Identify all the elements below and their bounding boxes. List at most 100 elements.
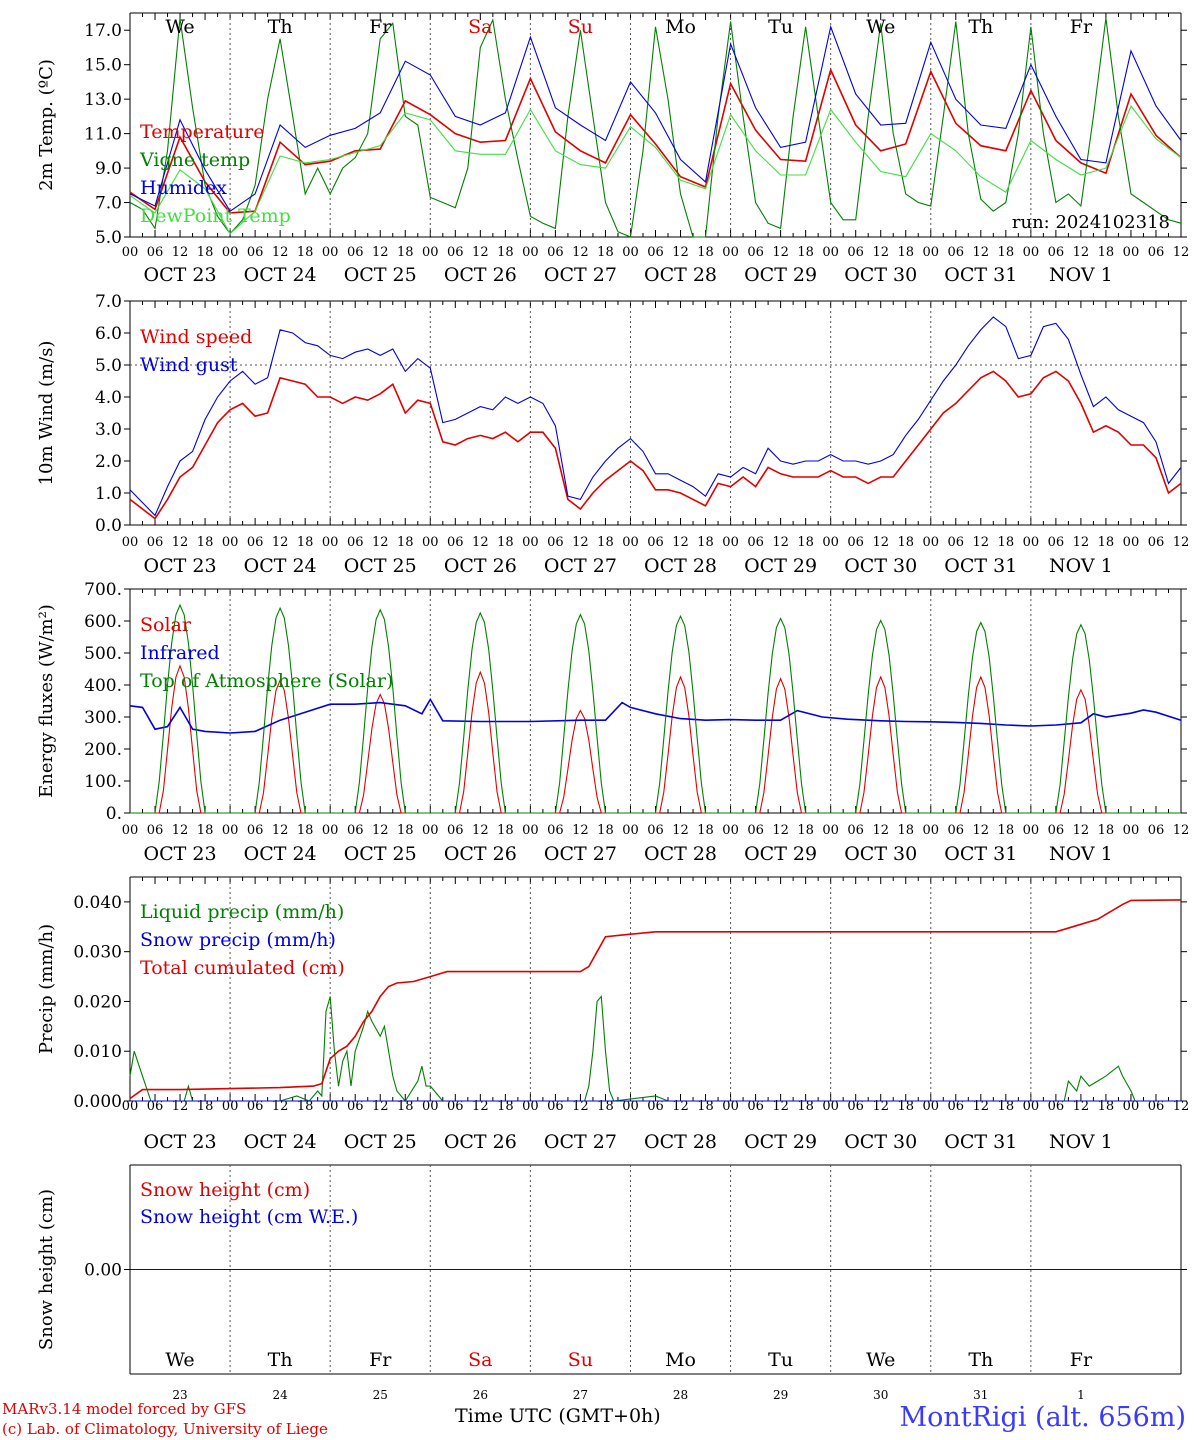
bottom-weekday-label: Tu xyxy=(768,1349,793,1371)
hour-label: 00 xyxy=(222,535,239,550)
lab-credit: (c) Lab. of Climatology, University of L… xyxy=(2,1420,328,1438)
y-axis-title: Snow height (cm) xyxy=(36,1189,57,1350)
date-label: OCT 29 xyxy=(744,555,817,577)
hour-label: 18 xyxy=(197,535,214,550)
date-label: OCT 27 xyxy=(544,843,617,865)
y-tick-label: 13.0 xyxy=(84,90,122,110)
model-credit: MARv3.14 model forced by GFS xyxy=(2,1400,247,1418)
hour-label: 06 xyxy=(948,245,965,260)
weekday-label: Sa xyxy=(468,16,492,38)
legend-entry: Wind gust xyxy=(140,354,238,376)
hour-label: 00 xyxy=(722,245,739,260)
hour-label: 00 xyxy=(622,1099,639,1114)
hour-label: 18 xyxy=(998,535,1015,550)
date-label: OCT 30 xyxy=(844,1131,917,1153)
date-label: OCT 27 xyxy=(544,264,617,286)
hour-label: 18 xyxy=(197,1099,214,1114)
hour-label: 18 xyxy=(797,535,814,550)
hour-label: 06 xyxy=(1048,823,1065,838)
date-label: NOV 1 xyxy=(1049,264,1113,286)
hour-label: 06 xyxy=(647,823,664,838)
day-number-label: 25 xyxy=(373,1388,388,1402)
hour-label: 18 xyxy=(1098,535,1115,550)
bottom-weekday-label: Th xyxy=(968,1349,993,1371)
hour-label: 00 xyxy=(222,245,239,260)
hour-label: 18 xyxy=(297,535,314,550)
y-tick-label: 0.020 xyxy=(73,992,122,1012)
hour-label: 06 xyxy=(347,535,364,550)
day-number-label: 26 xyxy=(473,1388,488,1402)
hour-label: 12 xyxy=(272,535,289,550)
hour-label: 06 xyxy=(247,535,264,550)
hour-label: 00 xyxy=(322,823,339,838)
hour-label: 00 xyxy=(1123,535,1140,550)
legend-entry: Total cumulated (cm) xyxy=(140,957,345,979)
weekday-label: Th xyxy=(968,16,993,38)
hour-label: 00 xyxy=(422,823,439,838)
hour-label: 06 xyxy=(347,245,364,260)
y-tick-label: 0.010 xyxy=(73,1042,122,1062)
hour-label: 12 xyxy=(572,245,589,260)
hour-label: 06 xyxy=(1048,535,1065,550)
hour-label: 00 xyxy=(422,1099,439,1114)
weekday-label: Tu xyxy=(768,16,793,38)
hour-label: 12 xyxy=(372,245,389,260)
y-tick-label: 0. xyxy=(106,804,122,824)
hour-label: 06 xyxy=(647,1099,664,1114)
y-tick-label: 4.0 xyxy=(95,388,122,408)
hour-label: 06 xyxy=(147,1099,164,1114)
hour-label: 00 xyxy=(522,535,539,550)
series-line-vigne-temp xyxy=(129,18,1182,238)
hour-label: 12 xyxy=(1073,823,1090,838)
y-tick-label: 5.0 xyxy=(95,228,122,248)
hour-label: 12 xyxy=(672,535,689,550)
hour-label: 12 xyxy=(872,1099,889,1114)
hour-label: 12 xyxy=(772,245,789,260)
hour-label: 00 xyxy=(822,1099,839,1114)
hour-label: 18 xyxy=(697,1099,714,1114)
hour-label: 18 xyxy=(397,823,414,838)
bottom-weekday-label: Fr xyxy=(1070,1349,1093,1371)
legend-entry: Snow precip (mm/h) xyxy=(140,929,336,951)
date-label: NOV 1 xyxy=(1049,555,1113,577)
date-label: OCT 23 xyxy=(144,555,217,577)
day-number-label: 24 xyxy=(273,1388,289,1402)
hour-label: 12 xyxy=(1073,245,1090,260)
date-label: OCT 31 xyxy=(944,843,1017,865)
weekday-label: Fr xyxy=(369,16,392,38)
hour-label: 00 xyxy=(722,535,739,550)
series-line-total-cumulated-cm xyxy=(129,899,1182,1100)
series-line-infrared xyxy=(129,697,1182,734)
bottom-weekday-label: Sa xyxy=(468,1349,492,1371)
legend-entry: Infrared xyxy=(140,642,220,664)
y-axis-title: 2m Temp. (ºC) xyxy=(36,59,57,191)
bottom-weekday-label: Fr xyxy=(369,1349,392,1371)
date-label: OCT 31 xyxy=(944,1131,1017,1153)
weekday-label: We xyxy=(165,16,194,38)
hour-label: 18 xyxy=(397,535,414,550)
hour-label: 00 xyxy=(1123,823,1140,838)
hour-label: 18 xyxy=(998,245,1015,260)
date-label: OCT 30 xyxy=(844,843,917,865)
hour-label: 18 xyxy=(597,245,614,260)
date-label: OCT 26 xyxy=(444,1131,517,1153)
legend-entry: DewPoint Temp xyxy=(140,205,291,227)
hour-label: 18 xyxy=(497,1099,514,1114)
y-tick-label: 0.000 xyxy=(73,1092,122,1112)
hour-label: 12 xyxy=(372,535,389,550)
hour-label: 06 xyxy=(547,1099,564,1114)
y-tick-label: 11.0 xyxy=(84,125,122,145)
hour-label: 18 xyxy=(897,1099,914,1114)
hour-label: 00 xyxy=(722,823,739,838)
hour-label: 18 xyxy=(797,823,814,838)
hour-label: 12 xyxy=(1173,823,1190,838)
date-label: OCT 24 xyxy=(244,1131,317,1153)
hour-label: 12 xyxy=(272,823,289,838)
date-label: OCT 27 xyxy=(544,555,617,577)
hour-label: 12 xyxy=(272,245,289,260)
legend-entry: Solar xyxy=(140,614,192,636)
y-tick-label: 400. xyxy=(84,676,122,696)
hour-label: 12 xyxy=(372,823,389,838)
hour-label: 00 xyxy=(522,823,539,838)
